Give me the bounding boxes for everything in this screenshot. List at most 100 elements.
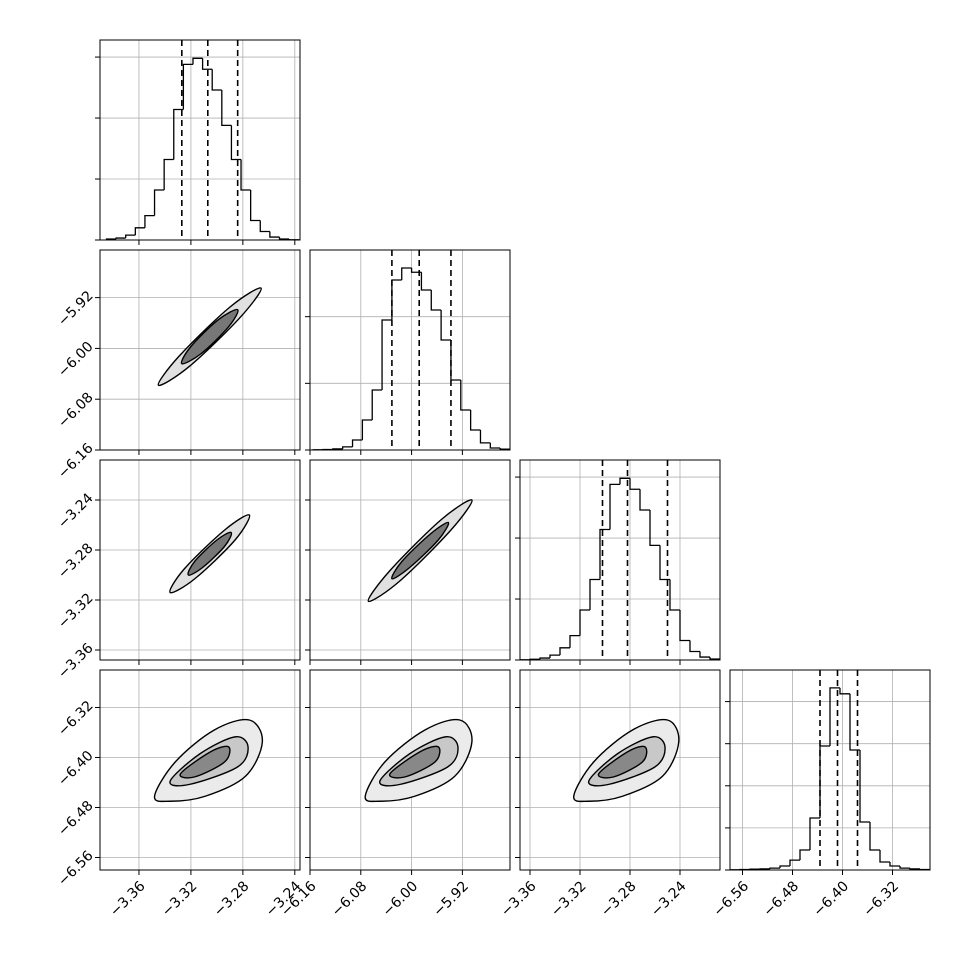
x-tick-label: −3.36 bbox=[107, 878, 149, 920]
histogram-bin bbox=[769, 867, 780, 869]
histogram-bin bbox=[669, 579, 680, 611]
y-tick-label: −3.28 bbox=[55, 540, 97, 582]
panel bbox=[100, 670, 300, 870]
y-tick-label: −6.16 bbox=[55, 440, 97, 482]
x-tick-label: −6.32 bbox=[861, 878, 903, 920]
histogram-bin bbox=[430, 290, 442, 311]
histogram-bin bbox=[659, 545, 670, 581]
histogram-bin bbox=[351, 439, 363, 447]
histogram-bin bbox=[609, 483, 620, 530]
histogram-bin bbox=[559, 647, 570, 656]
histogram-bin bbox=[192, 57, 203, 65]
y-tick-label: −3.24 bbox=[55, 490, 97, 532]
histogram-bin bbox=[629, 478, 640, 490]
histogram-bin bbox=[115, 237, 126, 240]
histogram-bin bbox=[619, 477, 630, 485]
x-tick-label: −6.08 bbox=[329, 878, 371, 920]
y-tick-label: −6.08 bbox=[55, 390, 97, 432]
axes-frame bbox=[99, 249, 301, 451]
x-tick-label: −3.32 bbox=[548, 878, 590, 920]
x-tick-label: −5.92 bbox=[430, 878, 472, 920]
axes-frame bbox=[99, 669, 301, 871]
contour bbox=[597, 745, 648, 779]
histogram-bin bbox=[879, 850, 890, 863]
axes-frame bbox=[309, 669, 511, 871]
contour bbox=[187, 531, 233, 576]
x-tick-label: −6.40 bbox=[811, 878, 853, 920]
histogram-bin bbox=[909, 868, 920, 870]
histogram-bin bbox=[569, 634, 580, 648]
histogram-bin bbox=[859, 750, 870, 823]
histogram-bin bbox=[420, 272, 432, 291]
histogram-bin bbox=[163, 158, 174, 190]
y-tick-label: −3.36 bbox=[55, 640, 97, 682]
histogram-bin bbox=[401, 267, 412, 280]
histogram-bin bbox=[889, 862, 900, 867]
histogram-bin bbox=[182, 63, 193, 110]
axes-frame bbox=[519, 459, 721, 661]
histogram-bin bbox=[539, 657, 550, 660]
histogram-bin bbox=[699, 651, 710, 658]
histogram-bin bbox=[489, 442, 501, 449]
panel bbox=[520, 460, 720, 660]
histogram-bin bbox=[153, 189, 165, 216]
histogram-bin bbox=[479, 430, 491, 444]
histogram-bin bbox=[391, 279, 402, 320]
histogram-bin bbox=[599, 528, 610, 580]
axes-frame bbox=[309, 249, 511, 451]
histogram-bin bbox=[709, 657, 720, 660]
histogram-bin bbox=[549, 654, 560, 659]
histogram-bin bbox=[679, 610, 690, 642]
x-tick-label: −3.32 bbox=[159, 878, 201, 920]
panel bbox=[310, 460, 510, 660]
panel bbox=[100, 40, 300, 240]
y-tick-label: −6.00 bbox=[55, 339, 97, 381]
panel bbox=[100, 250, 300, 450]
histogram-bin bbox=[789, 859, 800, 866]
histogram-bin bbox=[134, 227, 145, 236]
panel bbox=[100, 460, 300, 660]
histogram-bin bbox=[819, 745, 830, 818]
histogram-bin bbox=[799, 849, 810, 861]
axes-frame bbox=[309, 459, 511, 661]
histogram-bin bbox=[460, 380, 471, 411]
histogram-bin bbox=[361, 419, 373, 440]
y-tick-label: −6.48 bbox=[55, 798, 97, 840]
y-tick-label: −3.32 bbox=[55, 590, 97, 632]
contour bbox=[391, 521, 450, 580]
contour bbox=[388, 745, 441, 779]
histogram-bin bbox=[499, 448, 510, 450]
histogram-bin bbox=[371, 389, 383, 420]
histogram-bin bbox=[689, 640, 700, 653]
x-tick-label: −3.28 bbox=[598, 878, 640, 920]
contour bbox=[180, 308, 239, 365]
y-tick-label: −6.56 bbox=[55, 848, 97, 890]
histogram-bin bbox=[469, 410, 481, 431]
panel bbox=[520, 670, 720, 870]
histogram-bin bbox=[201, 58, 213, 70]
histogram-bin bbox=[589, 578, 600, 610]
x-tick-label: −6.00 bbox=[380, 878, 422, 920]
axes-frame bbox=[99, 459, 301, 661]
histogram-bin bbox=[579, 609, 590, 636]
axes-frame bbox=[99, 39, 301, 241]
x-tick-label: −6.56 bbox=[711, 878, 753, 920]
histogram-bin bbox=[221, 90, 232, 127]
y-tick-label: −5.92 bbox=[55, 288, 97, 330]
histogram-bin bbox=[249, 190, 261, 222]
histogram-bin bbox=[342, 446, 353, 449]
histogram-bin bbox=[144, 214, 155, 228]
histogram-bin bbox=[278, 237, 290, 240]
histogram-bin bbox=[899, 866, 910, 869]
histogram-bin bbox=[230, 125, 242, 161]
histogram-bin bbox=[809, 817, 820, 850]
histogram-bin bbox=[240, 159, 251, 191]
axes-frame bbox=[519, 669, 721, 871]
histogram-bin bbox=[259, 220, 270, 233]
histogram-bin bbox=[125, 234, 136, 239]
histogram-bin bbox=[639, 489, 650, 511]
histogram-bin bbox=[450, 340, 461, 381]
histogram-bin bbox=[649, 510, 660, 547]
panel bbox=[310, 670, 510, 870]
